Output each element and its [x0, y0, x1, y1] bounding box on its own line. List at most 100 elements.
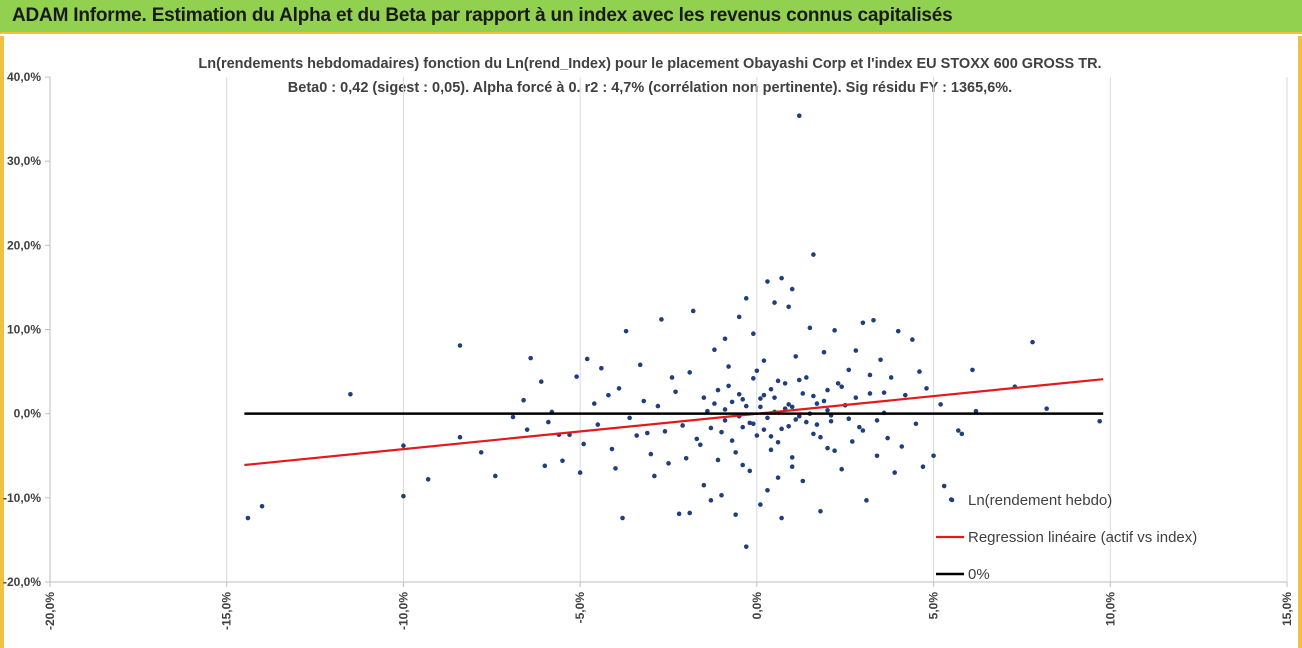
- data-point: [839, 466, 844, 472]
- data-point: [584, 356, 590, 362]
- data-point: [687, 370, 693, 375]
- data-point: [729, 438, 735, 443]
- data-point: [828, 418, 834, 424]
- data-point: [835, 381, 841, 386]
- data-point: [786, 304, 791, 310]
- y-tick-label: 0,0%: [14, 407, 42, 421]
- data-point: [768, 447, 774, 453]
- y-tick-label: 40,0%: [7, 70, 41, 84]
- data-point: [807, 325, 813, 331]
- data-point: [902, 392, 908, 398]
- data-point: [655, 403, 661, 409]
- data-point: [754, 368, 760, 374]
- data-point: [849, 439, 855, 444]
- data-point: [825, 387, 830, 393]
- data-point: [789, 404, 795, 410]
- data-point: [609, 446, 615, 452]
- data-point: [708, 498, 714, 503]
- data-point: [888, 375, 894, 380]
- x-tick-labels: -20,0% -15,0% -10,0% -5,0% 0,0% 5,0% 10,0% 15,0…: [43, 592, 1294, 630]
- data-point: [698, 442, 703, 448]
- data-point: [772, 300, 777, 305]
- data-point: [938, 402, 943, 407]
- data-point: [712, 401, 717, 406]
- data-point: [259, 503, 265, 509]
- data-point: [881, 390, 887, 395]
- data-point: [715, 457, 721, 463]
- data-point: [786, 402, 791, 407]
- data-points: [245, 113, 1102, 549]
- data-point: [811, 252, 816, 257]
- data-point: [811, 431, 816, 437]
- data-point: [613, 466, 618, 471]
- data-point: [687, 510, 693, 516]
- data-point: [659, 317, 664, 322]
- data-point: [740, 424, 746, 430]
- data-point: [956, 428, 961, 433]
- x-tick-label: -15,0%: [220, 592, 234, 630]
- data-point: [669, 375, 675, 380]
- data-point: [560, 458, 565, 464]
- data-point: [1044, 406, 1049, 411]
- data-point: [811, 393, 816, 399]
- data-point: [892, 470, 897, 475]
- data-point: [705, 408, 710, 414]
- data-point: [754, 433, 760, 438]
- data-point: [832, 328, 837, 333]
- data-point: [779, 275, 784, 281]
- data-point: [740, 397, 746, 402]
- data-point: [874, 453, 880, 459]
- data-point: [751, 331, 756, 337]
- regression-line: [244, 378, 1104, 467]
- data-point: [701, 395, 707, 400]
- data-point: [401, 443, 406, 448]
- data-point: [786, 423, 791, 429]
- data-point: [793, 417, 799, 422]
- data-point: [775, 439, 781, 445]
- data-point: [401, 493, 406, 499]
- data-point: [758, 404, 763, 410]
- data-point: [722, 407, 728, 412]
- data-point: [595, 422, 601, 427]
- axes: [45, 76, 1288, 587]
- y-tick-label: 30,0%: [7, 154, 41, 168]
- data-point: [425, 477, 431, 482]
- data-point: [683, 455, 689, 461]
- data-point: [715, 387, 721, 393]
- data-point: [846, 416, 852, 422]
- data-point: [546, 419, 551, 425]
- y-tick-labels: -20,0% -10,0% 0,0% 10,0% 20,0% 30,0% 40,0%: [3, 70, 41, 589]
- data-point: [348, 392, 353, 397]
- legend-marker-scatter: [949, 497, 955, 503]
- legend-entry: Regression linéaire (actif vs index): [968, 529, 1197, 546]
- legend-entry: 0%: [968, 566, 990, 583]
- data-point: [758, 502, 763, 507]
- data-point: [729, 399, 735, 405]
- data-point: [751, 421, 756, 427]
- data-point: [779, 515, 784, 521]
- data-point: [743, 544, 749, 549]
- data-point: [800, 391, 806, 396]
- data-point: [694, 436, 700, 442]
- data-point: [793, 354, 799, 359]
- data-point: [634, 433, 639, 438]
- data-point: [920, 464, 926, 469]
- chart-frame-right-border: [1298, 36, 1302, 648]
- data-point: [941, 483, 947, 489]
- y-tick-label: 20,0%: [7, 238, 41, 252]
- data-point: [666, 461, 671, 466]
- data-point: [524, 427, 530, 432]
- data-point: [1097, 418, 1102, 424]
- data-point: [690, 308, 696, 314]
- data-point: [736, 314, 742, 320]
- data-point: [775, 378, 781, 384]
- data-point: [765, 415, 770, 421]
- data-point: [973, 408, 979, 414]
- data-point: [775, 475, 781, 480]
- data-point: [779, 426, 784, 432]
- data-point: [245, 515, 251, 521]
- data-point: [917, 369, 922, 374]
- data-point: [796, 113, 802, 119]
- data-point: [726, 383, 731, 389]
- data-point: [804, 419, 809, 425]
